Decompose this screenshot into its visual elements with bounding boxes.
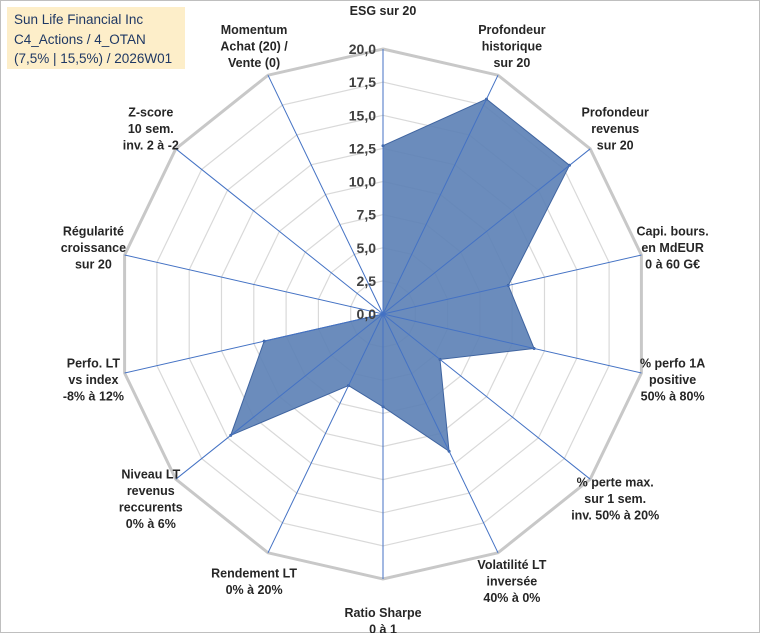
axis-spoke-12 [175, 148, 384, 315]
axis-label-4-line-2: 50% à 80% [641, 390, 705, 404]
title-company: Sun Life Financial Inc [14, 12, 144, 27]
axis-label-5-line-0: % perte max. [577, 476, 654, 490]
axis-label-10-line-0: Perfo. LT [67, 357, 121, 371]
axis-spoke-11 [124, 254, 384, 315]
tick-label-5: 12,5 [349, 140, 376, 156]
axis-label-3-line-2: 0 à 60 G€ [645, 257, 700, 271]
axis-spoke-6 [382, 313, 499, 554]
series-area-0 [229, 98, 571, 453]
chart-title-box: Sun Life Financial Inc C4_Actions / 4_OT… [7, 7, 185, 69]
axis-spoke-13 [267, 74, 384, 315]
axis-label-0-line-1: ESG sur 20 [350, 4, 417, 18]
tick-label-6: 15,0 [349, 107, 376, 123]
axis-label-10-line-1: vs index [68, 373, 118, 387]
axis-spoke-3 [382, 254, 642, 315]
axis-label-13: Momentum Achat (20) / Vente (0) [220, 23, 288, 70]
axis-label-10-line-2: -8% à 12% [63, 390, 124, 404]
axis-spoke-2 [382, 148, 591, 315]
axis-label-1: Profondeur historique sur 20 [478, 23, 545, 70]
axis-label-5-line-1: sur 1 sem. [584, 492, 646, 506]
axis-spoke-5 [382, 313, 591, 480]
axis-label-9-line-3: 0% à 6% [126, 517, 176, 531]
axis-label-4-line-1: positive [649, 373, 696, 387]
axis-label-13-line-1: Achat (20) / [220, 39, 288, 53]
axis-label-6-line-0: Volatilité LT [477, 558, 546, 572]
axis-label-2-line-1: revenus [591, 122, 639, 136]
axis-label-8-line-0: Rendement LT [211, 566, 297, 580]
axis-label-13-line-0: Momentum [221, 23, 288, 37]
axis-label-3-line-0: Capi. bours. [636, 224, 708, 238]
axis-label-8: Rendement LT 0% à 20% [211, 566, 297, 597]
axis-label-13-line-2: Vente (0) [228, 56, 280, 70]
axis-label-2-line-2: sur 20 [597, 138, 634, 152]
tick-label-7: 17,5 [349, 74, 376, 90]
axis-spoke-4 [382, 313, 642, 374]
axis-label-6-line-2: 40% à 0% [483, 591, 540, 605]
axis-label-5: % perte max. sur 1 sem. inv. 50% à 20% [571, 476, 659, 523]
axis-label-12-line-1: 10 sem. [128, 122, 174, 136]
axis-label-9-line-0: Niveau LT [121, 467, 180, 481]
axis-label-3-line-1: en MdEUR [641, 241, 704, 255]
axis-label-4: % perfo 1A positive 50% à 80% [640, 357, 705, 404]
axis-label-6-line-1: inversée [487, 575, 538, 589]
axis-label-12: Z-score 10 sem. inv. 2 à -2 [123, 105, 179, 152]
axis-label-5-line-2: inv. 50% à 20% [571, 509, 659, 523]
axis-label-9: Niveau LT revenus reccurents 0% à 6% [119, 467, 183, 531]
axis-label-1-line-1: historique [482, 39, 542, 53]
tick-label-8: 20,0 [349, 41, 376, 57]
axis-spoke-10 [124, 313, 384, 374]
axis-label-12-line-2: inv. 2 à -2 [123, 138, 179, 152]
axis-label-2: Profondeur revenus sur 20 [582, 105, 649, 152]
axis-label-9-line-2: reccurents [119, 500, 183, 514]
axis-label-11: Régularité croissance sur 20 [61, 224, 126, 271]
axis-label-3: Capi. bours. en MdEUR 0 à 60 G€ [636, 224, 708, 271]
axis-label-11-line-2: sur 20 [75, 257, 112, 271]
axis-label-6: Volatilité LT inversée 40% à 0% [477, 558, 546, 605]
axis-label-0: Note ESG sur 20 [350, 0, 417, 18]
tick-label-4: 10,0 [349, 174, 376, 190]
axis-spoke-9 [175, 313, 384, 480]
axis-label-9-line-1: revenus [127, 484, 175, 498]
axis-label-11-line-0: Régularité [63, 224, 124, 238]
axis-label-10: Perfo. LT vs index -8% à 12% [63, 357, 124, 404]
axis-label-12-line-0: Z-score [128, 105, 173, 119]
title-category: C4_Actions / 4_OTAN [14, 31, 146, 47]
tick-label-0: 0,0 [357, 306, 377, 322]
axis-spoke-1 [382, 74, 499, 315]
tick-label-3: 7,5 [357, 207, 377, 223]
axis-label-7: Ratio Sharpe 0 à 1 [344, 606, 421, 633]
axis-label-1-line-2: sur 20 [493, 56, 530, 70]
tick-label-2: 5,0 [357, 240, 377, 256]
axis-label-7-line-0: Ratio Sharpe [344, 606, 421, 620]
axis-label-11-line-1: croissance [61, 241, 126, 255]
axis-label-7-line-1: 0 à 1 [369, 623, 397, 633]
title-range-week: (7,5% | 15,5%) / 2026W01 [14, 51, 173, 66]
axis-label-2-line-0: Profondeur [582, 105, 649, 119]
axis-label-8-line-1: 0% à 20% [226, 583, 283, 597]
axis-spoke-8 [267, 313, 384, 554]
axis-label-0-line-0: Note [369, 0, 397, 2]
axis-label-4-line-0: % perfo 1A [640, 357, 705, 371]
tick-label-1: 2,5 [357, 273, 377, 289]
axis-label-1-line-0: Profondeur [478, 23, 545, 37]
